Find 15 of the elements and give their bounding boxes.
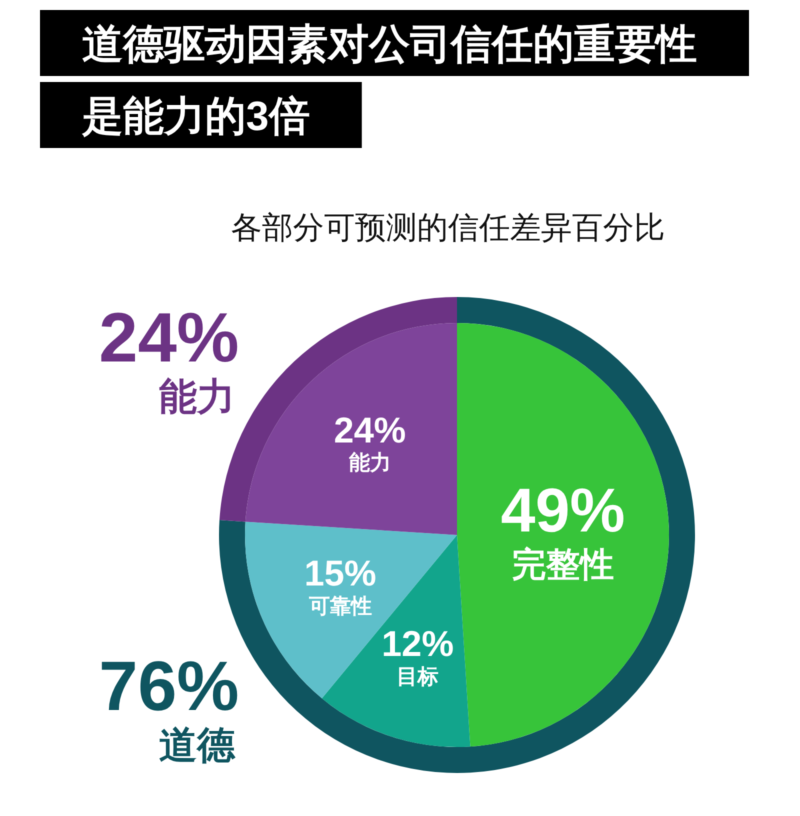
category-label: 能力	[348, 452, 391, 475]
data-label: 24%	[98, 298, 239, 376]
category-label: 道德	[159, 724, 235, 767]
category-label: 完整性	[512, 546, 614, 584]
data-label: 49%	[500, 476, 625, 546]
data-label: 12%	[382, 622, 454, 664]
title: 道德驱动因素对公司信任的重要性	[82, 21, 697, 67]
category-label: 目标	[396, 665, 439, 688]
data-label: 15%	[304, 552, 376, 594]
subtitle: 各部分可预测的信任差异百分比	[231, 210, 665, 245]
category-label: 可靠性	[308, 594, 372, 618]
title: 是能力的3倍	[82, 93, 310, 139]
data-label: 76%	[98, 646, 239, 725]
data-label: 24%	[334, 409, 406, 450]
category-label: 能力	[159, 376, 235, 418]
